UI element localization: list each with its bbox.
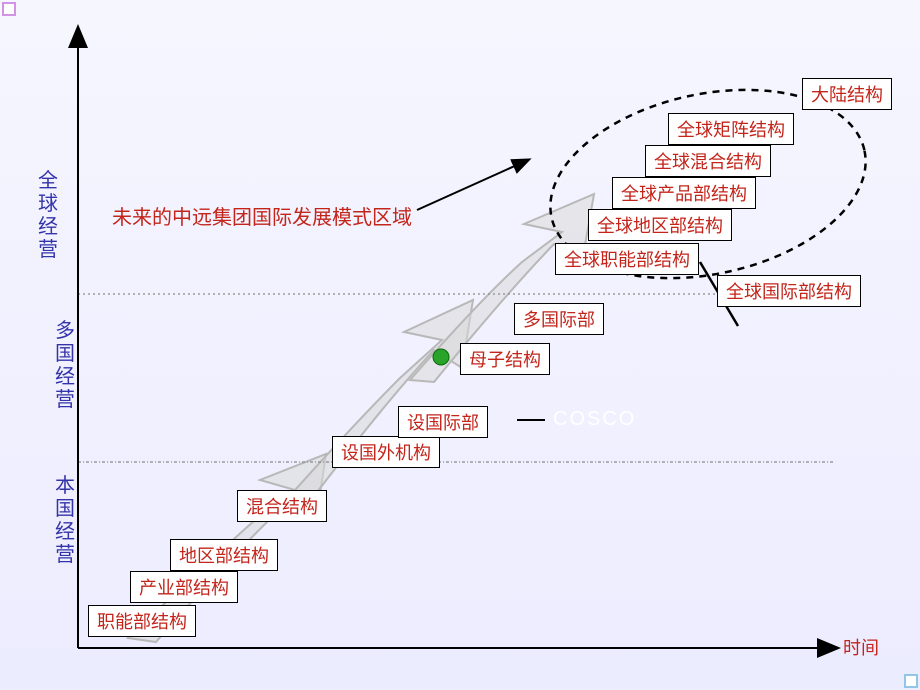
corner-accent-tl (2, 2, 16, 16)
structure-box-b15: 大陆结构 (802, 78, 892, 110)
y-axis-label-0: 全球经营 (38, 170, 62, 262)
structure-box-b09: 全球国际部结构 (717, 275, 861, 307)
structure-box-b07: 母子结构 (460, 343, 550, 375)
corner-accent-br (904, 674, 918, 688)
structure-box-b01: 职能部结构 (88, 605, 196, 637)
structure-box-b13: 全球混合结构 (645, 145, 771, 177)
structure-box-b11: 全球地区部结构 (588, 209, 732, 241)
structure-box-b14: 全球矩阵结构 (668, 113, 794, 145)
diagram-canvas: 职能部结构产业部结构地区部结构 混合结构设国外机构设国际部 母子结构 多国际部 全球国际… (0, 0, 920, 690)
structure-box-b05: 设国外机构 (332, 436, 440, 468)
structure-box-b02: 产业部结构 (130, 571, 238, 603)
structure-box-b08: 多国际部 (514, 303, 604, 335)
cosco-watermark: COSCO (553, 408, 636, 431)
structure-box-b03: 地区部结构 (170, 539, 278, 571)
structure-box-b06: 设国际部 (398, 406, 488, 438)
y-axis-label-1: 多国经营 (55, 320, 79, 412)
future-region-annotation: 未来的中远集团国际发展模式区域 (112, 201, 412, 230)
structure-box-b04: 混合结构 (237, 490, 327, 522)
structure-box-b10: 全球职能部结构 (555, 243, 699, 275)
structure-box-b12: 全球产品部结构 (612, 177, 756, 209)
x-axis-label: 时间 (843, 634, 879, 660)
y-axis-label-2: 本国经营 (55, 475, 79, 567)
